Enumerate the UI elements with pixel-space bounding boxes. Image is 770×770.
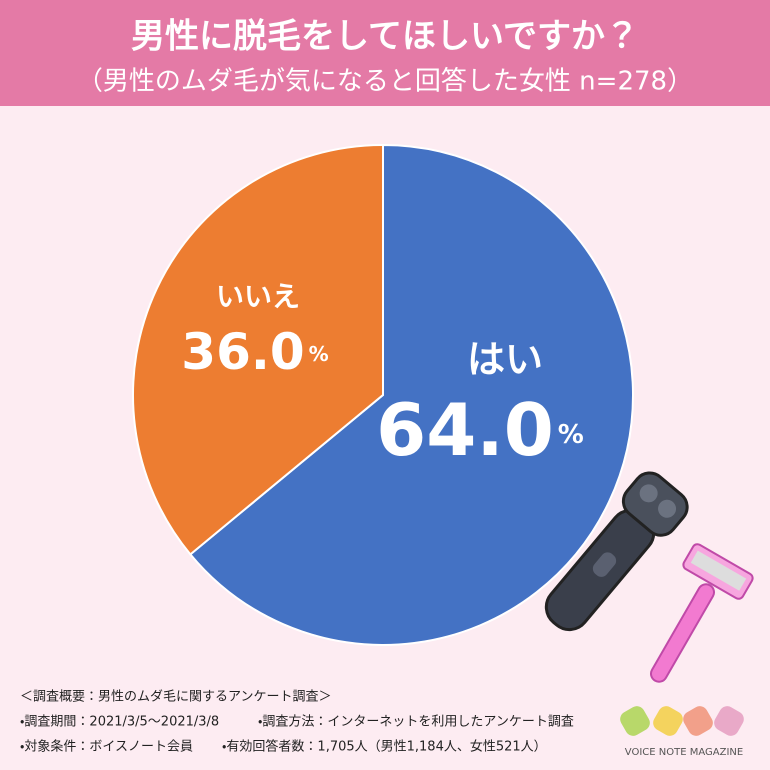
- value-number: 36.0: [181, 323, 304, 381]
- chart-title: 男性に脱毛をしてほしいですか？: [131, 17, 639, 57]
- footer-heading: ＜調査概要：男性のムダ毛に関するアンケート調査＞: [20, 690, 331, 705]
- value-unit: %: [558, 420, 584, 450]
- category-label: はい: [467, 338, 543, 382]
- pie-slice: [132, 143, 384, 556]
- footer: ＜調査概要：男性のムダ毛に関するアンケート調査＞ ・調査期間：2021/3/5〜…: [20, 690, 574, 755]
- shaver-illustration: [544, 471, 754, 683]
- chart-subtitle: （男性のムダ毛が気になると回答した女性 n=278）: [77, 67, 693, 97]
- header-band: [0, 0, 770, 106]
- value-unit: %: [309, 342, 329, 366]
- value-label: 36.0%: [181, 323, 328, 381]
- value-number: 64.0: [376, 388, 554, 472]
- footer-item: ・調査期間：2021/3/5〜2021/3/8: [20, 715, 219, 730]
- pie-slice: [188, 143, 634, 646]
- footer-item: ・対象条件：ボイスノート会員: [20, 739, 193, 755]
- footer-item: ・調査方法：インターネットを利用したアンケート調査: [258, 714, 574, 730]
- category-label: いいえ: [216, 280, 300, 313]
- pie: [132, 143, 634, 646]
- logo-text: VOICE NOTE MAGAZINE: [625, 747, 743, 758]
- value-label: 64.0%: [376, 388, 584, 472]
- footer-item: ・有効回答者数：1,705人（男性1,184人、女性521人）: [222, 739, 547, 755]
- logo: VOICE NOTE MAGAZINE: [620, 706, 744, 758]
- pie-labels: はい 64.0 % いいえ 36.0%: [181, 280, 584, 472]
